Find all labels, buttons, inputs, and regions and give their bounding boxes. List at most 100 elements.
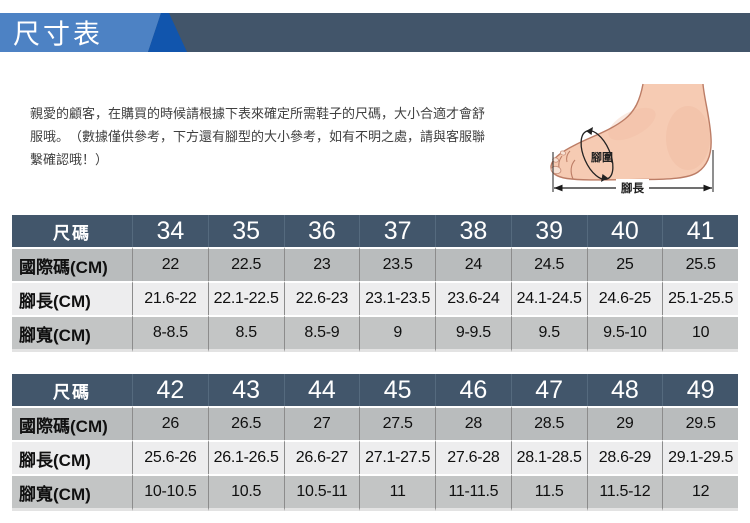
size-value-cell: 22 (132, 247, 208, 281)
size-header-cell: 43 (207, 374, 284, 406)
size-value-cell: 24 (435, 247, 511, 281)
row-label-cell: 腳寬(CM) (12, 315, 132, 352)
size-value-cell: 23.1-23.5 (359, 281, 435, 315)
size-value-cell: 10.5 (207, 474, 284, 511)
size-value-cell: 8.5-9 (283, 315, 360, 352)
size-value-cell: 10 (662, 315, 738, 352)
size-value-cell: 9 (359, 315, 435, 352)
size-data-row: 腳長(CM) 25.6-26 26.1-26.5 26.6-27 27.1-27.5 27… (12, 440, 738, 474)
size-value-cell: 28 (435, 406, 511, 440)
size-value-cell: 10.5-11 (283, 474, 360, 511)
size-value-cell: 27 (283, 406, 360, 440)
size-value-cell: 29.1-29.5 (662, 440, 738, 474)
size-header-cell: 41 (662, 215, 738, 247)
size-value-cell: 23.5 (359, 247, 435, 281)
toe-separator-3 (566, 150, 571, 163)
length-arrowhead-left (554, 184, 563, 192)
row-label-cell: 國際碼(CM) (12, 406, 132, 440)
foot-shading (666, 106, 710, 170)
size-header-cell: 38 (435, 215, 511, 247)
girth-arrowhead-bottom (601, 174, 608, 182)
size-header-cell: 36 (283, 215, 360, 247)
girth-arrowhead-top (586, 127, 593, 135)
size-data-row: 腳長(CM) 21.6-22 22.1-22.5 22.6-23 23.1-23.5 23… (12, 281, 738, 315)
size-value-cell: 9.5 (510, 315, 587, 352)
size-value-cell: 11 (359, 474, 435, 511)
intro-line-1: 親愛的顧客，在購買的時候請根據下表來確定所需鞋子的尺碼，大小合適才會舒 (30, 106, 486, 121)
size-value-cell: 23 (283, 247, 360, 281)
size-value-cell: 26.1-26.5 (207, 440, 284, 474)
size-table-42-49: 尺碼 42 43 44 45 46 47 48 49 國際碼(CM) 26 26.5 27 27.5 28 2… (12, 374, 738, 511)
size-value-cell: 23.6-24 (435, 281, 511, 315)
size-value-cell: 25.1-25.5 (662, 281, 738, 315)
size-value-cell: 25.6-26 (132, 440, 208, 474)
size-value-cell: 24.5 (510, 247, 587, 281)
length-label-bg (616, 179, 649, 195)
size-value-cell: 28.5 (510, 406, 587, 440)
size-value-cell: 22.6-23 (283, 281, 360, 315)
size-value-cell: 24.1-24.5 (510, 281, 587, 315)
size-header-row: 尺碼 34 35 36 37 38 39 40 41 (12, 215, 738, 247)
size-value-cell: 28.6-29 (586, 440, 663, 474)
size-value-cell: 22.5 (207, 247, 284, 281)
size-value-cell: 25.5 (662, 247, 738, 281)
size-value-cell: 21.6-22 (132, 281, 208, 315)
section-header-banner: 尺寸表 (0, 13, 750, 52)
size-data-row: 腳寬(CM) 10-10.5 10.5 10.5-11 11 11-11.5 11.5 11.… (12, 474, 738, 511)
row-label-cell: 腳長(CM) (12, 281, 132, 315)
size-header-cell: 42 (132, 374, 208, 406)
size-header-cell: 35 (207, 215, 284, 247)
size-value-cell: 27.1-27.5 (359, 440, 435, 474)
size-header-cell: 40 (586, 215, 663, 247)
size-header-cell: 47 (510, 374, 587, 406)
intro-line-2: 服哦。 （數據僅供參考，下方還有腳型的大小參考，如有不明之處，請與客服聯 (30, 129, 486, 144)
size-value-cell: 25 (586, 247, 663, 281)
foot-illustration (550, 84, 712, 180)
size-value-cell: 26.6-27 (283, 440, 360, 474)
toe-separator-1 (570, 159, 576, 180)
size-value-cell: 10-10.5 (132, 474, 208, 511)
size-value-cell: 12 (662, 474, 738, 511)
size-value-cell: 8-8.5 (132, 315, 208, 352)
size-header-label: 尺碼 (12, 215, 132, 247)
size-header-cell: 49 (662, 374, 738, 406)
length-arrowhead-right (703, 184, 712, 192)
intro-paragraph: 親愛的顧客，在購買的時候請根據下表來確定所需鞋子的尺碼，大小合適才會舒 服哦。 … (30, 102, 512, 171)
size-value-cell: 27.6-28 (435, 440, 511, 474)
size-value-cell: 22.1-22.5 (207, 281, 284, 315)
size-value-cell: 11.5 (510, 474, 587, 511)
row-label-cell: 腳寬(CM) (12, 474, 132, 511)
size-data-row: 國際碼(CM) 26 26.5 27 27.5 28 28.5 29 29.5 (12, 406, 738, 440)
foot-shading-instep (608, 107, 656, 141)
size-header-cell: 48 (586, 374, 663, 406)
foot-measurement-figure: 腳圍 腳長 (550, 83, 714, 195)
row-label-cell: 國際碼(CM) (12, 247, 132, 281)
size-data-row: 腳寬(CM) 8-8.5 8.5 8.5-9 9 9-9.5 9.5 9.5-10 10 (12, 315, 738, 352)
size-header-row: 尺碼 42 43 44 45 46 47 48 49 (12, 374, 738, 406)
size-value-cell: 29.5 (662, 406, 738, 440)
page-title: 尺寸表 (13, 19, 103, 50)
row-label-cell: 腳長(CM) (12, 440, 132, 474)
size-header-cell: 44 (283, 374, 360, 406)
size-value-cell: 11-11.5 (435, 474, 511, 511)
girth-label: 腳圍 (591, 150, 613, 164)
size-data-row: 國際碼(CM) 22 22.5 23 23.5 24 24.5 25 25.5 (12, 247, 738, 281)
foot-outline (550, 83, 712, 181)
size-value-cell: 24.6-25 (586, 281, 663, 315)
size-value-cell: 28.1-28.5 (510, 440, 587, 474)
toe-nail-3 (559, 150, 567, 156)
size-value-cell: 11.5-12 (586, 474, 663, 511)
intro-line-3: 繫確認哦！） (30, 152, 109, 167)
size-table-34-41: 尺碼 34 35 36 37 38 39 40 41 國際碼(CM) 22 22.5 23 23.5 24 2… (12, 215, 738, 352)
size-header-cell: 37 (359, 215, 435, 247)
size-header-cell: 46 (435, 374, 511, 406)
size-value-cell: 26.5 (207, 406, 284, 440)
banner-light-blue-shape (0, 13, 161, 52)
size-value-cell: 8.5 (207, 315, 284, 352)
size-header-label: 尺碼 (12, 374, 132, 406)
size-value-cell: 27.5 (359, 406, 435, 440)
size-header-cell: 39 (510, 215, 587, 247)
size-value-cell: 29 (586, 406, 663, 440)
size-value-cell: 9.5-10 (586, 315, 663, 352)
size-header-cell: 34 (132, 215, 208, 247)
